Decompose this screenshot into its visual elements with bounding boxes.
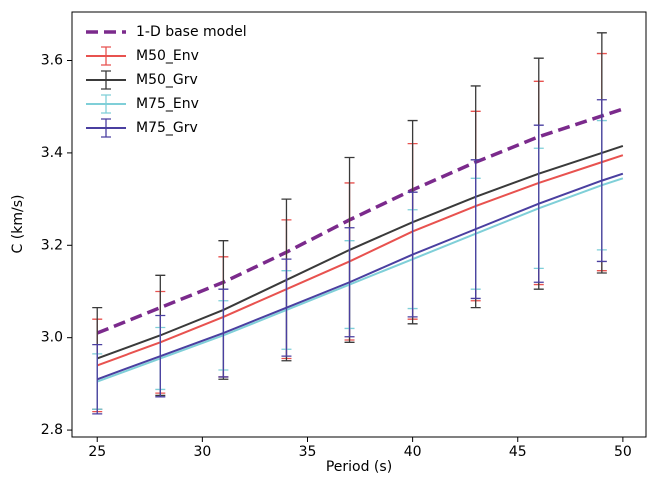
y-axis-label: C (km/s) — [10, 195, 26, 254]
error-bar — [218, 288, 229, 378]
x-tick-label: 45 — [509, 444, 527, 460]
legend-label: M50_Env — [136, 48, 199, 64]
error-bar — [155, 314, 166, 398]
x-tick-label: 30 — [193, 444, 211, 460]
series-line — [96, 177, 624, 383]
y-tick-label: 3.2 — [41, 237, 63, 253]
legend-label: M75_Env — [136, 96, 199, 112]
legend-swatch — [101, 46, 111, 66]
series-line — [96, 154, 624, 367]
legend-swatch — [101, 118, 111, 138]
series-line — [96, 172, 624, 381]
error-bar — [92, 343, 103, 415]
y-tick-label: 2.8 — [41, 422, 63, 438]
error-bar — [470, 159, 481, 300]
error-bar — [533, 124, 544, 283]
y-tick-label: 3.4 — [41, 145, 63, 161]
error-bar — [596, 99, 607, 263]
error-bar — [407, 191, 418, 318]
y-tick-label: 3.0 — [41, 330, 63, 346]
y-tick-label: 3.6 — [41, 53, 63, 69]
x-tick-label: 25 — [88, 444, 106, 460]
legend-swatch — [101, 70, 111, 90]
legend-swatch — [101, 94, 111, 114]
error-bar — [281, 258, 292, 357]
legend-label: 1-D base model — [136, 24, 247, 40]
plot-frame — [71, 11, 647, 438]
x-tick-label: 50 — [614, 444, 632, 460]
x-axis-label: Period (s) — [326, 459, 392, 475]
legend-label: M75_Grv — [136, 120, 198, 136]
x-tick-label: 35 — [299, 444, 317, 460]
series-line — [96, 145, 624, 360]
series-line — [96, 107, 624, 335]
error-bar — [344, 227, 355, 338]
x-tick-label: 40 — [404, 444, 422, 460]
legend-label: M50_Grv — [136, 72, 198, 88]
